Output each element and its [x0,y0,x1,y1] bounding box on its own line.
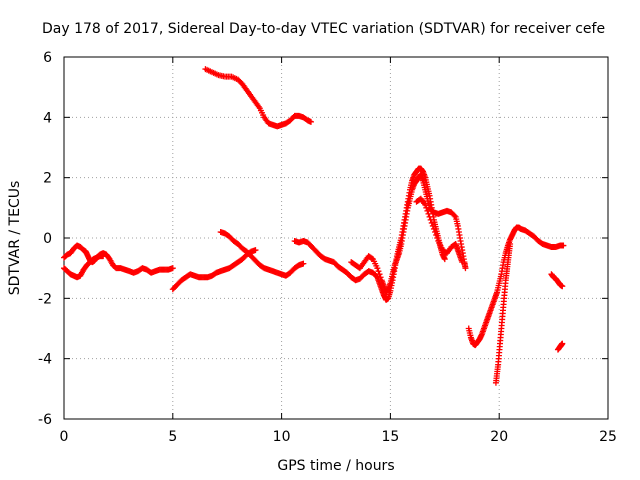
data-points [61,66,567,386]
data-point [432,228,439,235]
series-seg-i [465,224,567,349]
y-tick-label: 2 [43,171,52,187]
data-point [426,213,433,220]
data-point [560,242,567,249]
data-point [507,241,514,248]
data-point [434,235,441,241]
data-point [441,256,448,263]
data-point [252,247,259,254]
data-point [430,225,437,232]
data-point [169,265,176,272]
data-point [428,219,435,226]
series-seg-g [348,171,469,296]
x-tick-label: 5 [168,429,177,445]
data-point [375,268,382,275]
data-point [376,271,383,278]
x-tick-label: 20 [490,429,508,445]
series-seg-k [548,271,566,290]
chart-title: Day 178 of 2017, Sidereal Day-to-day VTE… [42,21,605,37]
x-tick-label: 15 [381,429,399,445]
y-tick-label: 4 [43,110,52,126]
x-tick-label: 25 [599,429,617,445]
data-point [433,231,440,238]
series-seg-d [169,247,259,293]
series-seg-c [202,66,314,130]
data-point [427,216,434,223]
series-seg-h [413,195,466,266]
data-point [374,265,381,272]
x-axis-label: GPS time / hours [277,458,394,474]
y-tick-label: -2 [38,291,52,307]
data-point [307,118,314,125]
y-tick-label: -6 [38,412,52,428]
series-seg-b [61,253,107,281]
data-point [422,201,429,208]
data-point [368,255,375,262]
data-point [462,265,469,272]
data-point [429,222,436,229]
y-tick-label: 6 [43,50,52,66]
data-point [377,274,384,281]
data-point [423,204,430,211]
series-seg-j [492,241,514,386]
y-tick-label: -4 [38,352,52,368]
x-tick-label: 10 [273,429,291,445]
data-point [300,260,307,267]
series-seg-l [554,340,566,353]
y-axis-label: SDTVAR / TECUs [7,181,23,296]
x-tick-label: 0 [60,429,69,445]
y-axis: -6 -4 -2 0 2 4 6 [38,50,608,428]
x-axis: 0 5 10 15 20 25 [60,57,617,445]
data-point [451,212,458,219]
series-seg-e [217,228,307,279]
data-point [559,340,566,347]
data-point [559,283,566,290]
data-point [100,253,107,260]
data-point [459,259,466,266]
grid [64,57,608,419]
series-seg-a [61,242,176,276]
data-point [424,207,431,214]
y-tick-label: 0 [43,231,52,247]
data-point [425,210,432,217]
